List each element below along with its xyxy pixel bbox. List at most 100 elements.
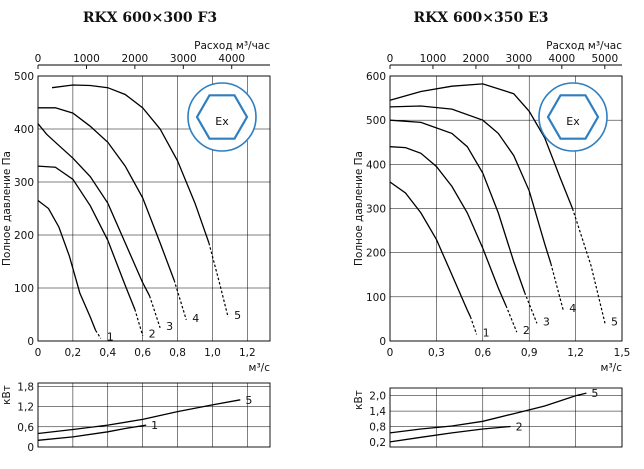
x-tick-label: 1,2 — [239, 347, 256, 359]
pressure-curve-extension-5 — [208, 242, 229, 318]
x-tick-label: 1,5 — [614, 347, 631, 359]
power-series-label: 1 — [151, 419, 158, 432]
chart-title: RKX 600×300 F3 — [83, 10, 217, 26]
series-label: 3 — [543, 315, 550, 328]
power-y-tick-label: 0,6 — [17, 422, 34, 434]
top-axis-tick-label: 2000 — [463, 53, 490, 65]
pressure-curve-1 — [37, 199, 97, 331]
pressure-curve-2 — [37, 165, 136, 310]
power-curve-1 — [37, 424, 147, 441]
pressure-curve-extension-4 — [550, 263, 564, 311]
plot-frame — [37, 75, 271, 342]
pressure-curve-extension-4 — [173, 279, 187, 320]
x-tick-label: 0 — [35, 347, 42, 359]
x-tick-label: 0 — [387, 347, 394, 359]
x-tick-label: 0,8 — [169, 347, 186, 359]
pressure-curve-4 — [389, 105, 552, 264]
ex-badge-text: Ex — [215, 115, 229, 128]
y-tick-label: 200 — [14, 230, 34, 242]
pressure-curve-extension-3 — [524, 292, 538, 324]
x-axis-label: м³/с — [249, 362, 271, 374]
ex-hexagon-icon — [195, 94, 249, 140]
pressure-curve-extension-5 — [571, 208, 606, 324]
x-tick-label: 0,4 — [99, 347, 116, 359]
pressure-curve-5 — [389, 83, 574, 209]
power-series-label: 2 — [516, 420, 523, 433]
top-axis-tick-label: 1000 — [73, 53, 100, 65]
ex-hexagon-icon — [546, 94, 600, 140]
power-y-axis-label: кВт — [1, 385, 13, 405]
pressure-curve-extension-3 — [149, 295, 161, 328]
series-label: 2 — [149, 328, 156, 341]
x-tick-label: 0,6 — [474, 347, 491, 359]
pressure-curve-extension-2 — [505, 305, 518, 333]
power-y-tick-label: 1,2 — [17, 402, 34, 414]
y-tick-label: 200 — [366, 248, 386, 260]
y-axis-label: Полное давление Па — [353, 151, 365, 266]
power-series-label: 5 — [591, 387, 598, 400]
top-axis-tick-label: 3000 — [506, 53, 533, 65]
top-axis-tick-label: 0 — [35, 53, 42, 65]
pressure-curve-extension-2 — [134, 309, 144, 336]
plot-frame — [389, 75, 623, 342]
top-axis-tick-label: 2000 — [122, 53, 149, 65]
y-tick-label: 300 — [14, 177, 34, 189]
power-y-tick-label: 1,8 — [17, 381, 34, 393]
top-axis-label: Расход м³/час — [194, 40, 270, 52]
y-tick-label: 500 — [14, 71, 34, 83]
x-tick-label: 0,9 — [521, 347, 538, 359]
y-tick-label: 400 — [14, 124, 34, 136]
power-series-label: 5 — [245, 394, 252, 407]
top-axis-tick-label: 3000 — [170, 53, 197, 65]
power-y-tick-label: 2,0 — [369, 391, 386, 403]
y-tick-label: 400 — [366, 159, 386, 171]
pressure-curve-3 — [37, 123, 151, 297]
y-tick-label: 100 — [366, 292, 386, 304]
pressure-curve-extension-1 — [95, 330, 102, 339]
power-y-tick-label: 0 — [27, 442, 34, 454]
y-tick-label: 300 — [366, 204, 386, 216]
series-label: 1 — [107, 330, 114, 343]
pressure-curve-2 — [389, 146, 507, 306]
top-axis-tick-label: 5000 — [591, 53, 618, 65]
y-tick-label: 600 — [366, 71, 386, 83]
top-axis-label: Расход м³/час — [546, 40, 622, 52]
power-y-tick-label: 0,8 — [369, 421, 386, 433]
top-axis-tick-label: 4000 — [548, 53, 575, 65]
x-tick-label: 0,2 — [65, 347, 82, 359]
top-axis-tick-label: 1000 — [420, 53, 447, 65]
y-tick-label: 100 — [14, 283, 34, 295]
pressure-curve-extension-1 — [469, 316, 478, 335]
x-tick-label: 1,0 — [204, 347, 221, 359]
series-label: 5 — [611, 315, 618, 328]
y-tick-label: 0 — [379, 336, 386, 348]
pressure-curve-1 — [389, 181, 471, 317]
power-y-axis-label: кВт — [353, 390, 365, 410]
series-label: 4 — [569, 302, 576, 315]
ex-badge-text: Ex — [566, 115, 580, 128]
power-y-tick-label: 1,4 — [369, 406, 386, 418]
chart-title: RKX 600×350 E3 — [413, 10, 548, 26]
series-label: 3 — [166, 320, 173, 333]
power-curve-5 — [37, 399, 241, 435]
series-label: 1 — [483, 326, 490, 339]
x-axis-label: м³/с — [601, 362, 623, 374]
x-tick-label: 1,2 — [567, 347, 584, 359]
y-axis-label: Полное давление Па — [1, 151, 13, 266]
pressure-curve-4 — [38, 107, 175, 281]
series-label: 2 — [523, 324, 530, 337]
power-curve-5 — [389, 392, 587, 434]
series-label: 4 — [192, 312, 199, 325]
pressure-curve-3 — [389, 119, 526, 293]
y-tick-label: 0 — [27, 336, 34, 348]
power-curve-2 — [389, 425, 511, 443]
x-tick-label: 0,3 — [428, 347, 445, 359]
top-axis-tick-label: 0 — [387, 53, 394, 65]
power-frame — [389, 387, 623, 448]
power-y-tick-label: 0,2 — [369, 437, 386, 449]
pressure-curve-5 — [51, 84, 210, 244]
power-frame — [37, 382, 271, 448]
series-label: 5 — [234, 309, 241, 322]
